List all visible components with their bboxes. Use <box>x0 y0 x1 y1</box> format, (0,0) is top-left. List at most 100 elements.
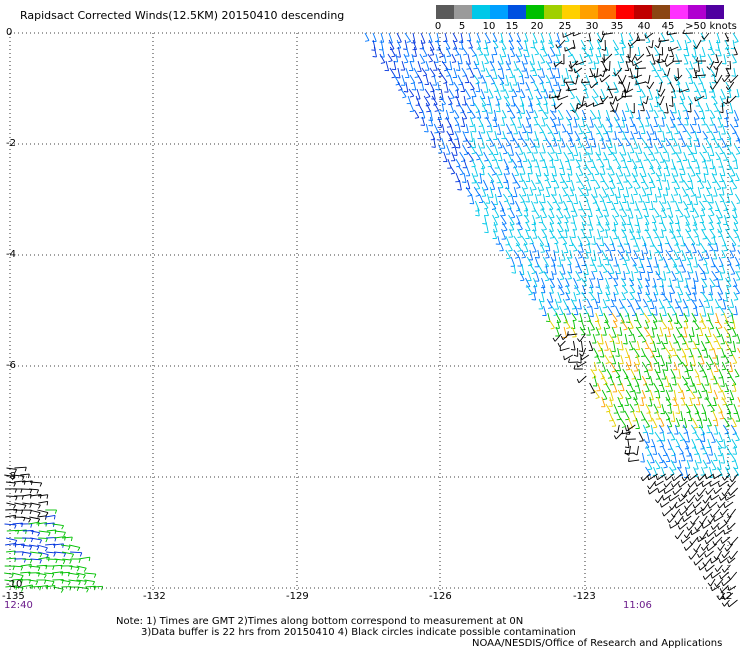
wind-barb <box>444 39 451 49</box>
wind-barb <box>657 165 662 176</box>
wind-barb-flag <box>662 496 665 501</box>
wind-barb <box>717 277 720 287</box>
wind-barb <box>553 123 559 134</box>
wind-barb <box>717 116 723 128</box>
wind-barb-flag <box>483 189 489 191</box>
wind-barb <box>583 193 589 201</box>
wind-barb <box>674 298 680 308</box>
wind-barb-flag <box>723 530 726 535</box>
wind-barb <box>649 389 654 400</box>
wind-barb-flag <box>676 160 681 163</box>
wind-barb <box>474 200 480 211</box>
wind-barb-flag <box>727 285 732 288</box>
wind-barb <box>633 165 638 177</box>
wind-barb-flag <box>717 391 722 393</box>
wind-barb <box>710 193 714 204</box>
wind-barb-flag <box>420 62 425 64</box>
wind-barb <box>419 53 426 63</box>
wind-barb <box>580 319 586 330</box>
wind-barb <box>701 228 707 239</box>
wind-barb-flag <box>528 293 533 296</box>
wind-barb <box>653 291 658 302</box>
wind-barb <box>13 480 26 483</box>
wind-barb-flag <box>707 582 711 587</box>
wind-barb <box>726 368 732 378</box>
wind-barb-flag <box>578 350 583 353</box>
wind-barb-flag <box>674 77 677 82</box>
wind-barb <box>717 228 723 237</box>
wind-barb <box>727 158 731 170</box>
wind-barb <box>533 207 540 218</box>
wind-barb <box>623 172 628 183</box>
wind-barb <box>657 249 664 261</box>
wind-barb-flag <box>491 159 496 161</box>
wind-barb <box>635 242 641 252</box>
wind-barb-flag <box>454 54 460 56</box>
wind-barb <box>555 53 560 63</box>
wind-barb <box>561 137 566 147</box>
wind-barb <box>617 137 623 146</box>
wind-barb <box>661 221 667 231</box>
wind-barb <box>725 403 732 414</box>
wind-barb-flag <box>69 559 72 564</box>
wind-barb <box>715 326 721 337</box>
wind-barb <box>620 354 624 364</box>
wind-barb-flag <box>506 257 511 260</box>
wind-barb <box>709 291 714 301</box>
wind-barb-flag <box>605 229 610 231</box>
wind-barb-flag <box>62 560 66 565</box>
wind-barb <box>639 95 643 106</box>
wind-barb-flag <box>634 271 639 274</box>
wind-barb <box>681 452 686 461</box>
wind-barb <box>45 514 56 518</box>
wind-barb-flag <box>599 343 604 345</box>
wind-barb-flag <box>721 256 726 259</box>
wind-barb-flag <box>609 101 614 105</box>
wind-barb <box>737 249 740 255</box>
wind-barb <box>673 186 679 195</box>
wind-barb-flag <box>661 512 665 517</box>
wind-barb <box>689 102 692 113</box>
wind-barb <box>21 516 31 520</box>
wind-barb <box>645 46 651 56</box>
wind-barb-flag <box>695 438 700 441</box>
wind-barb <box>689 165 696 176</box>
wind-barb-flag <box>683 546 687 551</box>
wind-barb <box>617 186 621 198</box>
wind-barb-flag <box>605 249 610 252</box>
wind-barb-flag <box>78 558 81 564</box>
wind-barb <box>643 326 651 336</box>
wind-barb-flag <box>14 469 17 474</box>
wind-barb <box>493 116 498 127</box>
wind-barb <box>665 74 672 84</box>
wind-barb <box>553 186 557 196</box>
wind-barb <box>705 452 711 464</box>
wind-barb <box>401 74 406 86</box>
wind-barb <box>714 424 719 435</box>
wind-barb <box>655 158 662 169</box>
wind-barb <box>519 193 525 202</box>
wind-barb-flag <box>692 56 697 58</box>
wind-barb <box>577 123 583 134</box>
wind-barb-flag <box>14 524 17 529</box>
wind-barb-flag <box>618 131 623 133</box>
wind-barb-flag <box>490 69 495 71</box>
wind-barb <box>669 403 673 414</box>
wind-barb <box>12 572 24 577</box>
wind-barb-flag <box>490 145 495 147</box>
wind-barb <box>543 270 550 281</box>
wind-barb <box>659 95 665 106</box>
wind-barb <box>653 116 659 127</box>
wind-barb <box>533 277 538 287</box>
wind-barb-flag <box>590 329 595 331</box>
wind-barb <box>437 46 444 57</box>
wind-barb-flag <box>470 88 475 91</box>
wind-barb-flag <box>713 556 717 560</box>
wind-barb <box>681 165 686 175</box>
wind-barb <box>706 536 715 545</box>
wind-barb <box>556 214 562 224</box>
colorbar-label: 15 <box>505 21 519 32</box>
wind-barb <box>661 382 665 392</box>
wind-barb-flag <box>715 271 720 274</box>
wind-barb-flag <box>681 145 686 147</box>
